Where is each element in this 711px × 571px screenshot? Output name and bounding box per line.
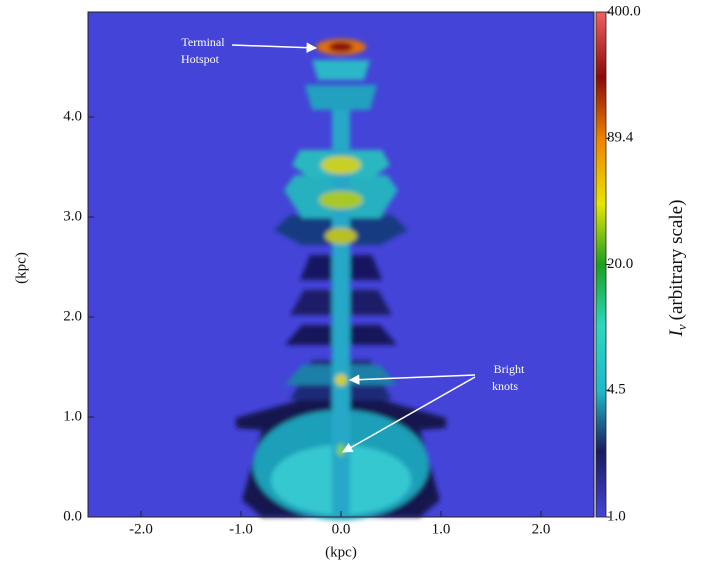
- colorbar-tick-label: 1.0: [607, 508, 626, 524]
- x-axis-label: (kpc): [325, 544, 357, 560]
- annotation-arrow: [342, 376, 476, 453]
- colorbar-text: (arbitrary scale): [666, 200, 687, 321]
- annotation-arrow: [348, 374, 476, 385]
- x-tick-label: 1.0: [432, 521, 451, 537]
- x-tick-label: -2.0: [129, 521, 153, 537]
- y-tick-label: 3.0: [63, 208, 82, 224]
- jet-image: [236, 39, 446, 520]
- annotation: knots: [492, 379, 518, 393]
- colorbar-subscript: ν: [674, 324, 689, 330]
- colorbar: [595, 11, 607, 518]
- y-axis-label: (kpc): [13, 252, 29, 284]
- annotation-arrow: [231, 42, 318, 53]
- y-tick-label: 0.0: [63, 508, 82, 524]
- x-tick-label: 0.0: [332, 521, 351, 537]
- colorbar-label: Iν (arbitrary scale): [666, 200, 689, 338]
- annotation: Bright: [494, 362, 525, 376]
- colorbar-tick-label: 89.4: [607, 130, 634, 146]
- x-tick-label: -1.0: [229, 521, 253, 537]
- y-tick-label: 1.0: [63, 408, 82, 424]
- colorbar-tick-label: 4.5: [607, 382, 626, 398]
- y-tick-label: 2.0: [63, 308, 82, 324]
- colorbar-symbol: I: [666, 328, 687, 337]
- annotation: Hotspot: [181, 52, 220, 66]
- colorbar-tick-label: 400.0: [607, 3, 641, 19]
- y-tick-label: 4.0: [63, 108, 82, 124]
- x-tick-label: 2.0: [532, 521, 551, 537]
- colorbar-tick-label: 20.0: [607, 256, 633, 272]
- annotation: Terminal: [181, 35, 225, 49]
